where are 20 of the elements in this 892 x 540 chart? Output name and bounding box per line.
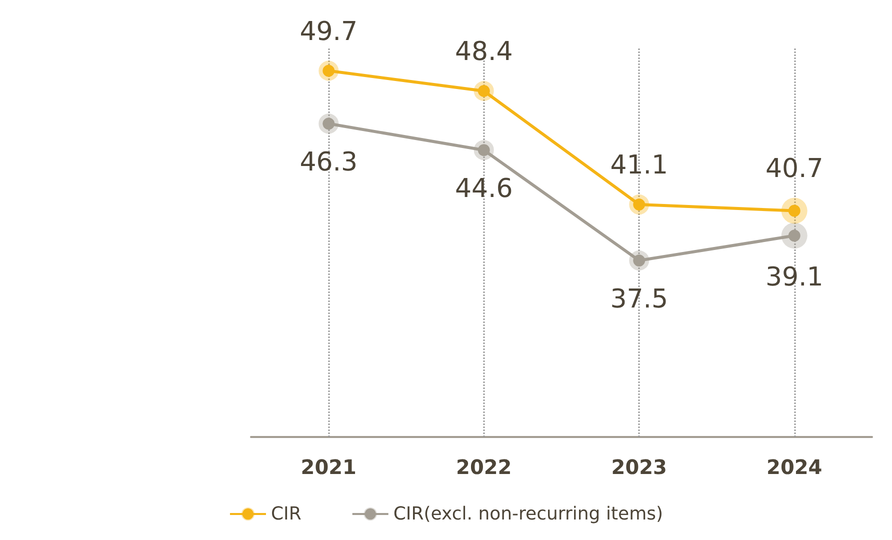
x-tick-label: 2024 [766, 455, 822, 479]
x-tick-label: 2023 [611, 455, 667, 479]
point [474, 140, 494, 160]
data-label: 39.1 [765, 262, 824, 293]
legend-label: CIR [270, 504, 302, 524]
x-tick-label: 2021 [300, 455, 356, 479]
data-label: 44.6 [454, 174, 513, 204]
point [318, 60, 339, 81]
point [318, 114, 339, 134]
data-label: 40.7 [765, 154, 824, 184]
x-tick-label: 2022 [456, 455, 512, 479]
point [629, 250, 650, 271]
point [629, 194, 650, 215]
data-label: 41.1 [610, 150, 668, 181]
data-label: 49.7 [300, 16, 358, 47]
data-label: 37.5 [610, 284, 668, 315]
point [474, 80, 494, 101]
data-label: 46.3 [300, 148, 358, 178]
legend-label: CIR(excl. non-recurring items) [393, 504, 664, 524]
data-label: 48.4 [454, 36, 513, 67]
